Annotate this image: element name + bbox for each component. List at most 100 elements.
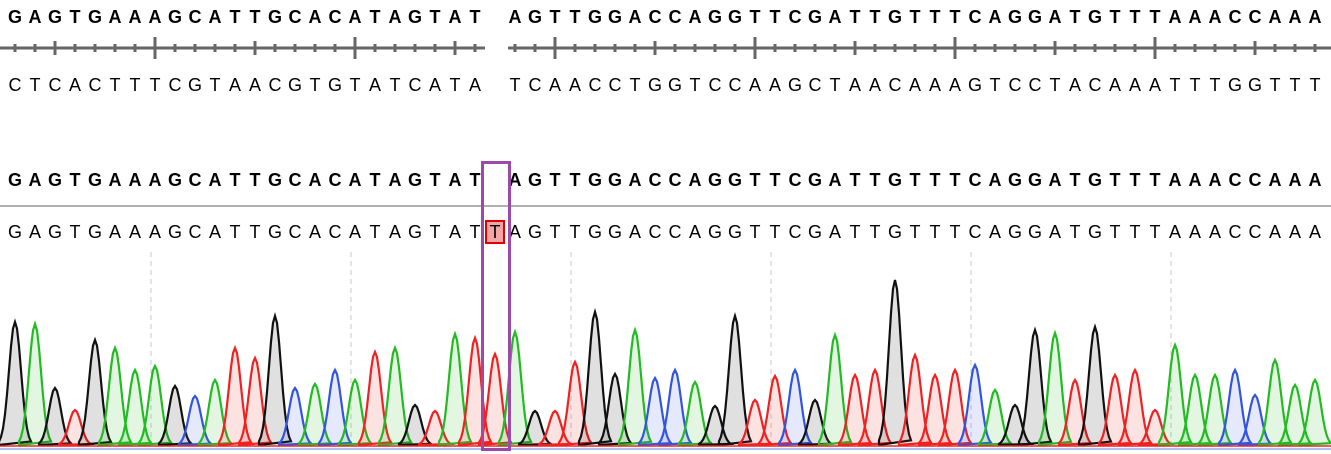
- base[interactable]: T: [569, 170, 581, 190]
- base[interactable]: T: [1069, 170, 1081, 190]
- base[interactable]: C: [648, 7, 662, 27]
- base[interactable]: C: [88, 75, 102, 95]
- base[interactable]: C: [168, 75, 182, 95]
- base[interactable]: T: [909, 7, 921, 27]
- base[interactable]: A: [1168, 170, 1182, 190]
- base[interactable]: A: [388, 222, 401, 242]
- base[interactable]: A: [688, 170, 702, 190]
- base[interactable]: T: [229, 7, 241, 27]
- base[interactable]: T: [249, 170, 261, 190]
- base[interactable]: T: [369, 222, 381, 242]
- base[interactable]: G: [647, 75, 662, 95]
- base[interactable]: A: [1188, 7, 1202, 27]
- base[interactable]: A: [228, 75, 241, 95]
- base[interactable]: A: [248, 75, 261, 95]
- base[interactable]: A: [1048, 7, 1062, 27]
- base[interactable]: A: [1168, 222, 1181, 242]
- base[interactable]: G: [407, 222, 422, 242]
- base[interactable]: A: [988, 170, 1002, 190]
- base[interactable]: T: [1289, 75, 1301, 95]
- base[interactable]: A: [868, 75, 881, 95]
- base[interactable]: A: [348, 170, 362, 190]
- base[interactable]: T: [1169, 75, 1181, 95]
- base[interactable]: G: [807, 7, 822, 27]
- base[interactable]: T: [549, 222, 561, 242]
- base[interactable]: A: [1308, 170, 1322, 190]
- base[interactable]: A: [28, 170, 42, 190]
- base[interactable]: A: [148, 222, 161, 242]
- base[interactable]: G: [47, 7, 62, 27]
- base[interactable]: C: [708, 75, 722, 95]
- base[interactable]: A: [568, 75, 581, 95]
- base[interactable]: A: [628, 7, 642, 27]
- base[interactable]: G: [587, 170, 602, 190]
- base[interactable]: C: [288, 7, 302, 27]
- base[interactable]: G: [607, 222, 622, 242]
- base[interactable]: T: [1189, 75, 1201, 95]
- base[interactable]: A: [68, 75, 81, 95]
- base[interactable]: A: [1208, 222, 1221, 242]
- base[interactable]: C: [648, 170, 662, 190]
- base[interactable]: G: [1027, 222, 1042, 242]
- base[interactable]: T: [69, 222, 81, 242]
- base[interactable]: T: [209, 75, 221, 95]
- base[interactable]: A: [1308, 222, 1321, 242]
- base[interactable]: G: [407, 7, 422, 27]
- base[interactable]: A: [28, 222, 41, 242]
- base[interactable]: A: [988, 222, 1001, 242]
- base[interactable]: A: [628, 222, 641, 242]
- base[interactable]: A: [208, 222, 221, 242]
- base[interactable]: A: [468, 75, 481, 95]
- base[interactable]: G: [707, 170, 722, 190]
- base[interactable]: T: [1069, 222, 1081, 242]
- base[interactable]: A: [308, 222, 321, 242]
- base[interactable]: C: [668, 222, 682, 242]
- base[interactable]: A: [348, 7, 362, 27]
- base[interactable]: G: [1247, 75, 1262, 95]
- base[interactable]: G: [527, 222, 542, 242]
- base[interactable]: A: [1188, 170, 1202, 190]
- base[interactable]: T: [929, 170, 941, 190]
- base[interactable]: C: [188, 170, 202, 190]
- base[interactable]: T: [229, 170, 241, 190]
- base[interactable]: A: [448, 222, 461, 242]
- base[interactable]: C: [408, 75, 422, 95]
- base[interactable]: C: [788, 170, 802, 190]
- base[interactable]: C: [528, 75, 542, 95]
- base[interactable]: T: [149, 75, 161, 95]
- base[interactable]: A: [1288, 222, 1301, 242]
- base[interactable]: T: [769, 170, 781, 190]
- base[interactable]: A: [748, 75, 761, 95]
- base[interactable]: G: [47, 222, 62, 242]
- base[interactable]: C: [968, 222, 982, 242]
- base[interactable]: A: [308, 170, 322, 190]
- base[interactable]: T: [929, 222, 941, 242]
- base[interactable]: T: [369, 170, 381, 190]
- base[interactable]: G: [1027, 170, 1042, 190]
- base[interactable]: A: [908, 75, 921, 95]
- base[interactable]: T: [849, 222, 861, 242]
- base[interactable]: C: [48, 75, 62, 95]
- base[interactable]: C: [968, 170, 982, 190]
- base[interactable]: G: [607, 170, 622, 190]
- base[interactable]: T: [849, 7, 861, 27]
- base[interactable]: C: [968, 7, 982, 27]
- base[interactable]: G: [787, 75, 802, 95]
- base[interactable]: A: [428, 75, 441, 95]
- base[interactable]: A: [208, 7, 222, 27]
- base[interactable]: T: [129, 75, 141, 95]
- base[interactable]: A: [828, 170, 842, 190]
- base[interactable]: T: [869, 222, 881, 242]
- base[interactable]: C: [268, 75, 282, 95]
- base[interactable]: T: [1109, 222, 1121, 242]
- base[interactable]: T: [929, 7, 941, 27]
- base[interactable]: G: [327, 75, 342, 95]
- base[interactable]: A: [628, 170, 642, 190]
- base[interactable]: A: [948, 75, 961, 95]
- base[interactable]: A: [448, 170, 462, 190]
- base[interactable]: T: [109, 75, 121, 95]
- base[interactable]: A: [1308, 7, 1322, 27]
- base[interactable]: A: [108, 170, 122, 190]
- base[interactable]: T: [569, 7, 581, 27]
- base[interactable]: C: [188, 222, 202, 242]
